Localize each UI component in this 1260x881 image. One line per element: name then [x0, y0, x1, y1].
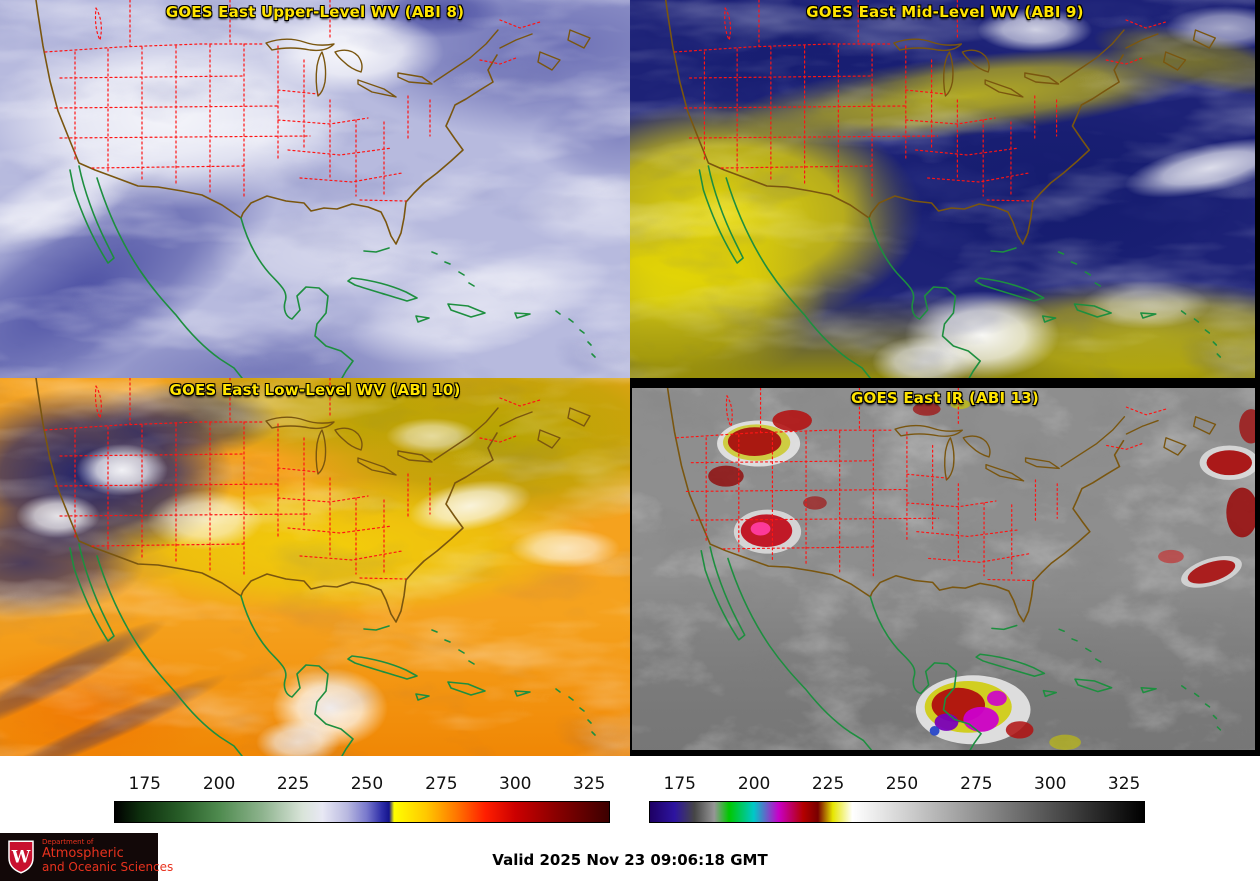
colorbar-section: 175 200 225 250 275 300 325 175 200 225 … — [0, 756, 1260, 833]
colorbar-ir-ticks: 175 200 225 250 275 300 325 — [649, 774, 1145, 801]
uw-aos-logo: W Department of Atmospheric and Oceanic … — [0, 833, 173, 881]
tick-label: 225 — [811, 774, 845, 794]
footer: W Department of Atmospheric and Oceanic … — [0, 833, 1260, 881]
colorbar-wv-ticks: 175 200 225 250 275 300 325 — [114, 774, 610, 801]
tick-label: 325 — [1107, 774, 1141, 794]
satellite-image-abi9 — [630, 0, 1255, 378]
panel-title-abi13: GOES East IR (ABI 13) — [850, 389, 1039, 407]
tick-label: 275 — [960, 774, 993, 794]
tick-label: 275 — [425, 774, 458, 794]
colorbar-wv: 175 200 225 250 275 300 325 — [114, 774, 610, 823]
crest-letter: W — [11, 847, 31, 866]
uw-crest-icon: W — [8, 840, 34, 874]
logo-line2: and Oceanic Sciences — [42, 860, 174, 875]
logo-line1: Atmospheric — [42, 846, 124, 862]
colorbar-wv-gradient — [114, 801, 610, 823]
tick-label: 175 — [128, 774, 161, 794]
panel-abi9: GOES East Mid-Level WV (ABI 9) — [630, 0, 1260, 378]
tick-label: 200 — [737, 774, 771, 794]
tick-label: 300 — [1034, 774, 1067, 794]
colorbar-ir: 175 200 225 250 275 300 325 — [649, 774, 1145, 823]
satellite-image-abi10 — [0, 378, 630, 756]
tick-label: 250 — [350, 774, 384, 794]
panel-title-abi9: GOES East Mid-Level WV (ABI 9) — [806, 3, 1084, 21]
panel-abi13: GOES East IR (ABI 13) — [630, 378, 1260, 756]
tick-label: 200 — [202, 774, 236, 794]
panel-title-abi10: GOES East Low-Level WV (ABI 10) — [169, 381, 461, 399]
tick-label: 250 — [885, 774, 919, 794]
logo-dept-line: Department of — [42, 838, 94, 847]
valid-time: Valid 2025 Nov 23 09:06:18 GMT — [492, 851, 768, 869]
panel-abi8: GOES East Upper-Level WV (ABI 8) — [0, 0, 630, 378]
panel-title-abi8: GOES East Upper-Level WV (ABI 8) — [165, 3, 465, 21]
logo-text: Department of Atmospheric and Oceanic Sc… — [42, 839, 173, 874]
panel-abi10: GOES East Low-Level WV (ABI 10) — [0, 378, 630, 756]
tick-label: 175 — [663, 774, 696, 794]
satellite-grid: GOES East Upper-Level WV (ABI 8) — [0, 0, 1260, 756]
tick-label: 300 — [499, 774, 532, 794]
tick-label: 225 — [276, 774, 310, 794]
colorbar-ir-gradient — [649, 801, 1145, 823]
tick-label: 325 — [572, 774, 606, 794]
satellite-image-abi8 — [0, 0, 630, 378]
satellite-image-abi13 — [632, 388, 1255, 750]
